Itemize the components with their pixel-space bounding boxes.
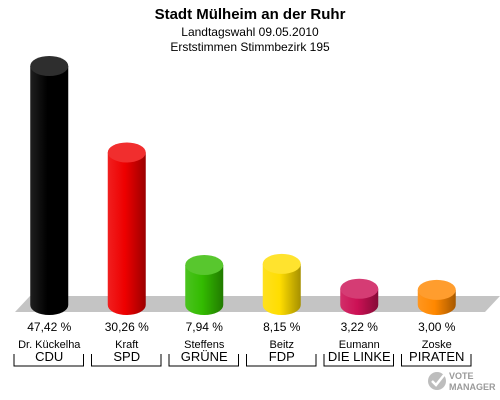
value-label: 8,15 % bbox=[263, 320, 301, 334]
value-label: 30,26 % bbox=[105, 320, 149, 334]
svg-text:MANAGER: MANAGER bbox=[449, 382, 496, 392]
chart-subtitle-district: Erststimmen Stimmbezirk 195 bbox=[170, 40, 330, 54]
value-label: 3,00 % bbox=[418, 320, 456, 334]
bar-top bbox=[185, 254, 224, 275]
party-label: PIRATEN bbox=[409, 349, 464, 364]
bars-group bbox=[30, 56, 456, 315]
party-bracket bbox=[13, 354, 84, 367]
bar-body bbox=[30, 66, 69, 315]
bar-body bbox=[107, 152, 146, 315]
chart-subtitle-election: Landtagswahl 09.05.2010 bbox=[181, 25, 319, 39]
candidate-label: Zoske bbox=[422, 339, 452, 351]
bar-cdu bbox=[30, 56, 69, 315]
bar-spd bbox=[107, 142, 146, 315]
party-bracket bbox=[168, 354, 239, 367]
bar-die-linke bbox=[340, 278, 379, 315]
party-bracket bbox=[401, 354, 472, 367]
votemanager-logo: VOTE MANAGER bbox=[428, 371, 496, 392]
bar-top bbox=[340, 278, 379, 299]
bar-fdp bbox=[262, 253, 301, 315]
party-bracket bbox=[91, 354, 162, 367]
svg-text:VOTE: VOTE bbox=[449, 371, 474, 381]
party-label: DIE LINKE bbox=[328, 349, 391, 364]
value-label: 7,94 % bbox=[186, 320, 224, 334]
bar-top bbox=[30, 56, 69, 76]
party-label: SPD bbox=[113, 349, 140, 364]
candidate-label: Kraft bbox=[115, 339, 138, 351]
party-bracket bbox=[246, 354, 317, 367]
party-label: GRÜNE bbox=[181, 349, 228, 364]
value-label: 3,22 % bbox=[341, 320, 379, 334]
bar-top bbox=[107, 142, 146, 163]
bar-body bbox=[185, 264, 224, 315]
bar-top bbox=[262, 253, 301, 274]
candidate-label: Dr. Kückelha bbox=[18, 339, 81, 351]
bar-piraten bbox=[417, 279, 456, 315]
bar-grüne bbox=[185, 254, 224, 315]
value-label: 47,42 % bbox=[27, 320, 71, 334]
party-label: FDP bbox=[269, 349, 295, 364]
candidate-label: Beitz bbox=[270, 339, 294, 351]
candidate-label: Steffens bbox=[184, 339, 225, 351]
bar-body bbox=[262, 263, 301, 315]
party-label: CDU bbox=[35, 349, 63, 364]
party-bracket bbox=[323, 354, 394, 367]
candidate-label: Eumann bbox=[339, 339, 380, 351]
chart-title: Stadt Mülheim an der Ruhr bbox=[154, 6, 346, 23]
bar-top bbox=[417, 279, 456, 300]
